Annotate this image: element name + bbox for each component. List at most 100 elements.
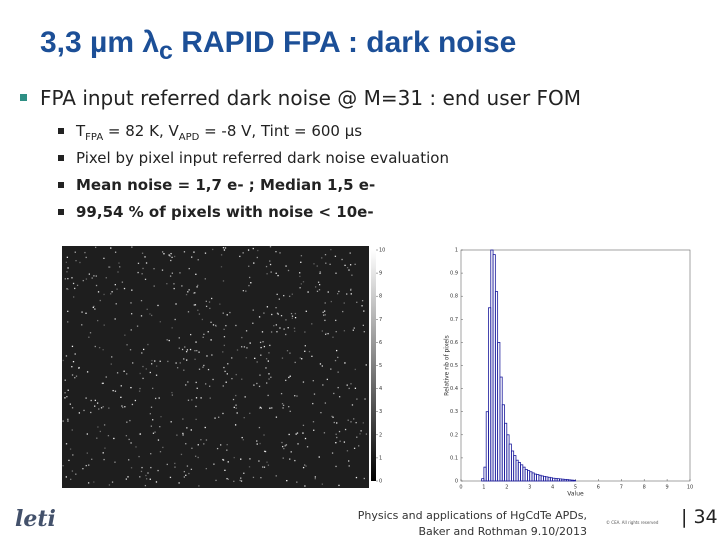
noise-dot <box>210 321 212 323</box>
noise-dot <box>313 429 315 431</box>
noise-dot <box>305 310 307 312</box>
noise-dot <box>205 300 207 302</box>
title-subscript: c <box>159 37 173 65</box>
noise-dot <box>188 267 190 270</box>
noise-dot <box>317 281 320 283</box>
noise-dot <box>189 333 192 336</box>
noise-dot <box>140 299 143 302</box>
noise-dot <box>116 288 118 290</box>
noise-dot <box>150 453 152 455</box>
noise-dot <box>304 437 307 440</box>
noise-dot <box>85 464 87 467</box>
colorbar-tick-label: 0 <box>379 479 382 485</box>
noise-dot <box>102 452 104 454</box>
noise-dot <box>143 348 145 351</box>
noise-dot <box>194 304 197 306</box>
sub-bullet: TFPA = 82 K, VAPD = -8 V, Tint = 600 µs <box>58 122 449 149</box>
noise-dot <box>354 387 357 389</box>
noise-dot <box>364 398 366 400</box>
page-number: | 34 <box>681 506 718 528</box>
noise-dot <box>94 399 97 402</box>
noise-dot <box>302 466 305 469</box>
noise-dot <box>259 406 261 409</box>
noise-dot <box>308 350 311 353</box>
noise-dot <box>115 303 117 305</box>
noise-dot <box>269 344 271 347</box>
noise-dot <box>276 331 278 333</box>
noise-dot <box>87 482 90 484</box>
noise-dot <box>355 476 358 479</box>
logo: leti <box>15 506 56 532</box>
x-tick-label: 0 <box>459 485 462 491</box>
noise-dot <box>194 455 197 457</box>
noise-dot <box>242 439 244 441</box>
noise-dot <box>331 415 333 418</box>
noise-dot <box>67 277 69 280</box>
noise-dot <box>236 412 238 414</box>
noise-dot <box>175 362 177 364</box>
noise-dot <box>296 481 298 483</box>
colorbar-tick-label: 10 <box>379 248 385 254</box>
noise-dot <box>188 289 190 291</box>
noise-dot <box>157 304 159 307</box>
noise-dot <box>93 481 95 483</box>
noise-dot <box>260 477 262 479</box>
noise-dot <box>125 435 128 437</box>
noise-dot <box>110 363 112 365</box>
noise-dot <box>186 349 189 351</box>
noise-dot <box>128 459 130 461</box>
noise-dot <box>216 447 219 450</box>
noise-dot <box>67 321 69 323</box>
noise-dot <box>215 324 217 327</box>
noise-dot <box>96 437 98 439</box>
noise-dot <box>321 365 323 367</box>
noise-dot <box>108 407 110 409</box>
noise-dot <box>71 345 74 348</box>
noise-dot <box>351 404 354 406</box>
noise-dot <box>186 465 189 467</box>
colorbar-tick-label: 1 <box>379 455 382 461</box>
noise-dot <box>213 463 215 465</box>
noise-dot <box>183 369 185 371</box>
title-text: RAPID FPA : dark noise <box>172 26 517 59</box>
noise-dot <box>103 458 105 461</box>
noise-dot <box>67 418 69 421</box>
noise-dot <box>279 327 281 329</box>
noise-dot <box>96 402 99 404</box>
noise-dot <box>114 283 116 286</box>
noise-dot <box>304 345 306 347</box>
noise-dot <box>202 336 204 338</box>
noise-dot <box>311 323 313 325</box>
noise-dot <box>290 312 293 315</box>
noise-dot <box>187 381 189 383</box>
noise-dot <box>74 377 76 379</box>
noise-dot <box>67 310 69 313</box>
noise-dot <box>295 433 297 435</box>
noise-dot <box>302 281 305 283</box>
noise-dot <box>283 294 285 297</box>
noise-dot <box>79 261 81 264</box>
noise-dot <box>222 459 225 461</box>
noise-dot <box>291 317 293 319</box>
noise-dot <box>210 297 213 300</box>
noise-dot <box>110 293 112 295</box>
noise-dot <box>169 255 171 257</box>
noise-dot <box>285 265 287 267</box>
noise-dot <box>98 346 101 349</box>
noise-dot <box>176 434 178 436</box>
noise-dot <box>90 399 92 402</box>
noise-dot <box>346 450 349 452</box>
noise-dot <box>121 281 124 283</box>
noise-dot <box>281 445 284 448</box>
noise-dot <box>249 412 251 415</box>
noise-dot <box>222 312 224 314</box>
noise-dot <box>95 284 98 287</box>
noise-dot <box>203 443 205 445</box>
noise-dot <box>208 301 211 303</box>
noise-dot <box>324 302 326 304</box>
noise-dot <box>107 434 110 437</box>
noise-dot <box>363 310 365 312</box>
noise-dot <box>307 291 309 293</box>
noise-dot <box>185 443 187 445</box>
noise-dot <box>170 252 172 255</box>
